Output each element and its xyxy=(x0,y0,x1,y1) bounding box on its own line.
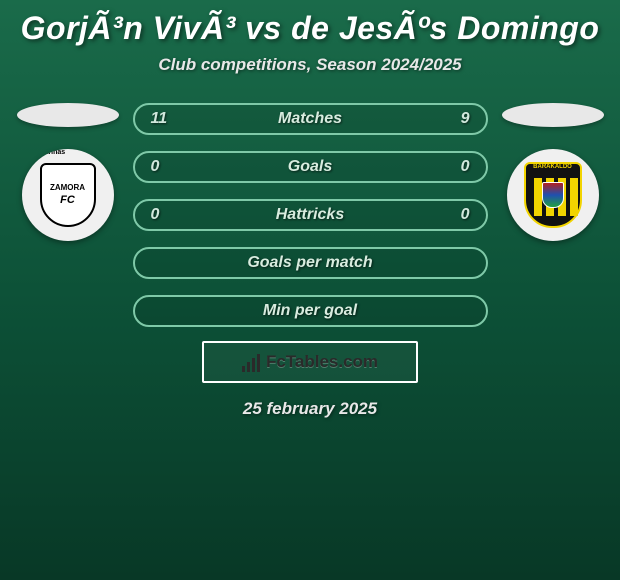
right-player-oval xyxy=(502,103,604,127)
stripe-icon xyxy=(570,178,578,216)
stat-row-mpg: Min per goal xyxy=(133,295,488,327)
stripe-icon xyxy=(534,178,542,216)
stat-row-goals: 0 Goals 0 xyxy=(133,151,488,183)
page-title: GorjÃ³n VivÃ³ vs de JesÃºs Domingo xyxy=(21,10,600,47)
stat-label: Matches xyxy=(175,110,446,128)
right-player-column: BARAKALDO xyxy=(498,103,608,241)
left-club-badge: Barinas ZAMORA FC xyxy=(22,149,114,241)
main-layout: Barinas ZAMORA FC 11 Matches 9 0 Goals 0 xyxy=(0,103,620,327)
left-badge-arc-text: Barinas xyxy=(40,149,66,156)
stat-right-value: 0 xyxy=(446,206,470,224)
left-badge-main-text: ZAMORA xyxy=(50,184,85,192)
footer-area: FcTables.com 25 february 2025 xyxy=(0,327,620,419)
stat-row-hattricks: 0 Hattricks 0 xyxy=(133,199,488,231)
shield-icon: BARAKALDO xyxy=(524,162,582,228)
site-logo-text: FcTables.com xyxy=(266,352,378,372)
stat-row-matches: 11 Matches 9 xyxy=(133,103,488,135)
left-player-column: Barinas ZAMORA FC xyxy=(13,103,123,241)
stat-label: Hattricks xyxy=(175,206,446,224)
stat-left-value: 11 xyxy=(151,110,175,128)
right-badge-arc-text: BARAKALDO xyxy=(526,164,580,170)
left-badge-sub-text: FC xyxy=(60,194,75,206)
site-logo-box: FcTables.com xyxy=(202,341,418,383)
shield-icon: ZAMORA FC xyxy=(40,163,96,227)
stat-left-value: 0 xyxy=(151,158,175,176)
stats-column: 11 Matches 9 0 Goals 0 0 Hattricks 0 Goa… xyxy=(133,103,488,327)
date-text: 25 february 2025 xyxy=(243,399,377,419)
stat-label: Goals xyxy=(175,158,446,176)
stat-right-value: 9 xyxy=(446,110,470,128)
right-club-badge: BARAKALDO xyxy=(507,149,599,241)
bar-chart-icon xyxy=(242,352,260,372)
crest-motif-icon xyxy=(542,182,564,208)
comparison-card: GorjÃ³n VivÃ³ vs de JesÃºs Domingo Club … xyxy=(0,0,620,429)
stat-right-value: 0 xyxy=(446,158,470,176)
stat-label: Min per goal xyxy=(175,302,446,320)
left-player-oval xyxy=(17,103,119,127)
stat-row-gpm: Goals per match xyxy=(133,247,488,279)
stat-left-value: 0 xyxy=(151,206,175,224)
subtitle: Club competitions, Season 2024/2025 xyxy=(158,55,461,75)
stat-label: Goals per match xyxy=(175,254,446,272)
